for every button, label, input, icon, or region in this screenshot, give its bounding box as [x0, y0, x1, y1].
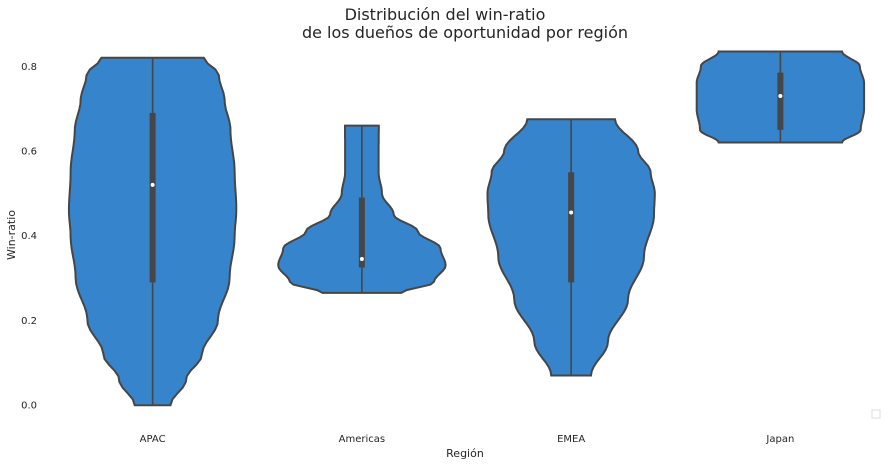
y-axis-label: Win-ratio [5, 210, 18, 260]
y-tick-label: 0.8 [21, 62, 37, 73]
x-axis-label: Región [446, 447, 484, 460]
violins [67, 50, 866, 407]
y-tick-label: 0.0 [21, 401, 37, 412]
median-dot-americas [359, 257, 364, 262]
median-dot-emea [569, 210, 574, 215]
median-dot-japan [778, 93, 783, 98]
y-tick-label: 0.6 [21, 147, 37, 158]
x-tick-label: APAC [140, 434, 166, 445]
median-dot-apac [150, 182, 155, 187]
chart-title-line-1: Distribución del win-ratio [345, 5, 546, 24]
x-tick-label: Americas [339, 434, 385, 445]
y-axis-ticks: 0.0 0.2 0.4 0.6 0.8 [21, 62, 37, 412]
x-axis-ticks: APAC Americas EMEA Japan [140, 434, 795, 445]
x-tick-label: EMEA [557, 434, 585, 445]
chart-title-line-2: de los dueños de oportunidad por región [302, 23, 628, 42]
x-tick-label: Japan [765, 434, 794, 445]
y-tick-label: 0.4 [21, 231, 37, 242]
legend-box [871, 409, 881, 419]
y-tick-label: 0.2 [21, 316, 37, 327]
